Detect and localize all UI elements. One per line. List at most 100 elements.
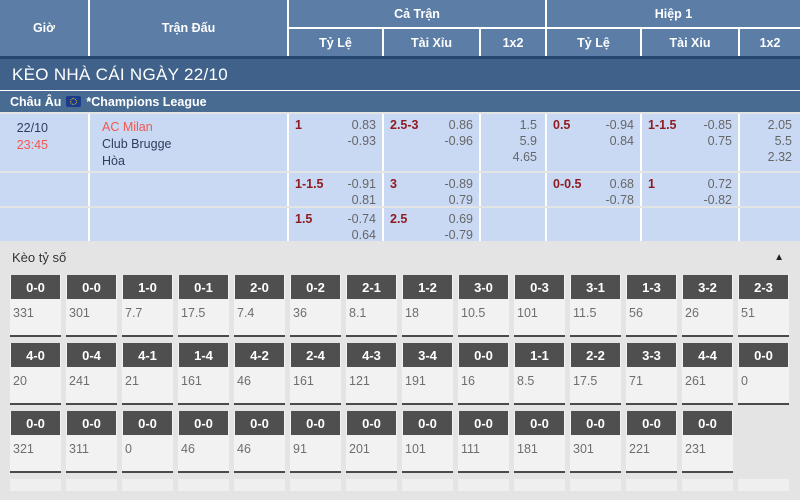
score-label[interactable]: 2-1 bbox=[347, 275, 396, 299]
score-cell[interactable]: 4-2 46 bbox=[234, 343, 285, 405]
score-cell[interactable] bbox=[570, 479, 621, 491]
odds-value[interactable]: 2.05 bbox=[767, 118, 792, 132]
odds-value[interactable]: 0.81 bbox=[351, 193, 376, 207]
odds-value[interactable]: 0.68 bbox=[609, 177, 634, 191]
score-cell[interactable]: 0-0 46 bbox=[178, 411, 229, 473]
odds-value[interactable]: -0.79 bbox=[444, 228, 474, 242]
score-cell[interactable]: 3-0 10.5 bbox=[458, 275, 509, 337]
score-label[interactable]: 3-2 bbox=[683, 275, 732, 299]
odds-value[interactable]: -0.91 bbox=[347, 177, 377, 191]
score-cell[interactable] bbox=[234, 479, 285, 491]
score-cell[interactable]: 3-3 71 bbox=[626, 343, 677, 405]
score-cell[interactable]: 2-2 17.5 bbox=[570, 343, 621, 405]
odds-value[interactable]: -0.85 bbox=[703, 118, 733, 132]
odds-value[interactable]: 0.83 bbox=[351, 118, 376, 132]
score-label[interactable]: 0-0 bbox=[739, 343, 788, 367]
score-label[interactable]: 3-3 bbox=[627, 343, 676, 367]
score-cell[interactable]: 1-0 7.7 bbox=[122, 275, 173, 337]
odds-value[interactable]: 0.75 bbox=[707, 134, 732, 148]
score-cell[interactable]: 0-0 331 bbox=[10, 275, 61, 337]
odds-value[interactable]: 5.9 bbox=[519, 134, 537, 148]
league-row[interactable]: Châu Âu *Champions League bbox=[0, 90, 800, 112]
score-label[interactable]: 1-4 bbox=[179, 343, 228, 367]
score-cell[interactable]: 0-2 36 bbox=[290, 275, 341, 337]
score-cell[interactable]: 0-0 231 bbox=[682, 411, 733, 473]
score-label[interactable]: 0-3 bbox=[515, 275, 564, 299]
odds-value[interactable]: -0.82 bbox=[703, 193, 733, 207]
odds-value[interactable]: 0.84 bbox=[609, 134, 634, 148]
odds-value[interactable]: 5.5 bbox=[774, 134, 792, 148]
score-cell[interactable]: 0-0 181 bbox=[514, 411, 565, 473]
score-cell[interactable]: 2-3 51 bbox=[738, 275, 789, 337]
score-cell[interactable]: 2-4 161 bbox=[290, 343, 341, 405]
odds-value[interactable]: 4.65 bbox=[512, 150, 537, 164]
odds-value[interactable]: -0.89 bbox=[444, 177, 474, 191]
odds-value[interactable]: -0.74 bbox=[347, 212, 377, 226]
score-cell[interactable]: 3-2 26 bbox=[682, 275, 733, 337]
score-label[interactable]: 4-4 bbox=[683, 343, 732, 367]
score-label[interactable]: 0-0 bbox=[11, 411, 60, 435]
score-cell[interactable]: 0-0 0 bbox=[122, 411, 173, 473]
score-cell[interactable] bbox=[122, 479, 173, 491]
score-label[interactable]: 0-0 bbox=[11, 275, 60, 299]
score-cell[interactable]: 0-0 91 bbox=[290, 411, 341, 473]
odds-value[interactable]: 0.72 bbox=[707, 177, 732, 191]
score-label[interactable]: 3-0 bbox=[459, 275, 508, 299]
score-label[interactable]: 0-0 bbox=[179, 411, 228, 435]
odds-value[interactable]: 1.5 bbox=[519, 118, 537, 132]
score-cell[interactable]: 1-3 56 bbox=[626, 275, 677, 337]
score-cell[interactable]: 2-1 8.1 bbox=[346, 275, 397, 337]
score-cell[interactable] bbox=[346, 479, 397, 491]
score-cell[interactable] bbox=[402, 479, 453, 491]
score-cell[interactable]: 4-4 261 bbox=[682, 343, 733, 405]
score-cell[interactable]: 0-0 101 bbox=[402, 411, 453, 473]
score-label[interactable]: 0-0 bbox=[515, 411, 564, 435]
score-cell[interactable]: 4-0 20 bbox=[10, 343, 61, 405]
score-label[interactable]: 1-0 bbox=[123, 275, 172, 299]
score-cell[interactable]: 2-0 7.4 bbox=[234, 275, 285, 337]
score-label[interactable]: 4-3 bbox=[347, 343, 396, 367]
score-label[interactable]: 2-4 bbox=[291, 343, 340, 367]
score-label[interactable]: 1-3 bbox=[627, 275, 676, 299]
score-cell[interactable] bbox=[10, 479, 61, 491]
odds-value[interactable]: -0.93 bbox=[347, 134, 377, 148]
score-label[interactable]: 0-0 bbox=[347, 411, 396, 435]
score-label[interactable]: 0-0 bbox=[67, 275, 116, 299]
odds-value[interactable]: -0.94 bbox=[605, 118, 635, 132]
score-cell[interactable]: 0-0 221 bbox=[626, 411, 677, 473]
odds-value[interactable]: 2.32 bbox=[767, 150, 792, 164]
score-cell[interactable] bbox=[178, 479, 229, 491]
score-cell[interactable]: 3-4 191 bbox=[402, 343, 453, 405]
score-label[interactable]: 2-0 bbox=[235, 275, 284, 299]
away-team[interactable]: Club Brugge bbox=[102, 137, 172, 151]
score-label[interactable]: 0-0 bbox=[627, 411, 676, 435]
score-label[interactable]: 0-0 bbox=[683, 411, 732, 435]
score-cell[interactable]: 0-0 16 bbox=[458, 343, 509, 405]
score-label[interactable]: 0-0 bbox=[291, 411, 340, 435]
score-cell[interactable]: 1-1 8.5 bbox=[514, 343, 565, 405]
score-cell[interactable] bbox=[514, 479, 565, 491]
score-cell[interactable] bbox=[458, 479, 509, 491]
score-cell[interactable]: 0-0 0 bbox=[738, 343, 789, 405]
score-label[interactable]: 0-0 bbox=[571, 411, 620, 435]
score-label[interactable]: 3-1 bbox=[571, 275, 620, 299]
score-cell[interactable]: 4-1 21 bbox=[122, 343, 173, 405]
score-cell[interactable]: 0-0 201 bbox=[346, 411, 397, 473]
score-label[interactable]: 1-1 bbox=[515, 343, 564, 367]
score-label[interactable]: 0-0 bbox=[123, 411, 172, 435]
score-cell[interactable]: 4-3 121 bbox=[346, 343, 397, 405]
score-cell[interactable]: 1-4 161 bbox=[178, 343, 229, 405]
odds-value[interactable]: -0.78 bbox=[605, 193, 635, 207]
score-label[interactable]: 0-0 bbox=[459, 411, 508, 435]
score-cell[interactable]: 0-4 241 bbox=[66, 343, 117, 405]
score-label[interactable]: 4-1 bbox=[123, 343, 172, 367]
odds-value[interactable]: 0.69 bbox=[448, 212, 473, 226]
score-label[interactable]: 0-0 bbox=[403, 411, 452, 435]
match-teams-cell[interactable]: AC Milan Club Brugge Hòa bbox=[90, 114, 287, 171]
score-cell[interactable] bbox=[738, 479, 789, 491]
score-cell[interactable] bbox=[626, 479, 677, 491]
score-cell[interactable]: 0-0 111 bbox=[458, 411, 509, 473]
odds-value[interactable]: -0.96 bbox=[444, 134, 474, 148]
score-label[interactable]: 1-2 bbox=[403, 275, 452, 299]
score-label[interactable]: 3-4 bbox=[403, 343, 452, 367]
